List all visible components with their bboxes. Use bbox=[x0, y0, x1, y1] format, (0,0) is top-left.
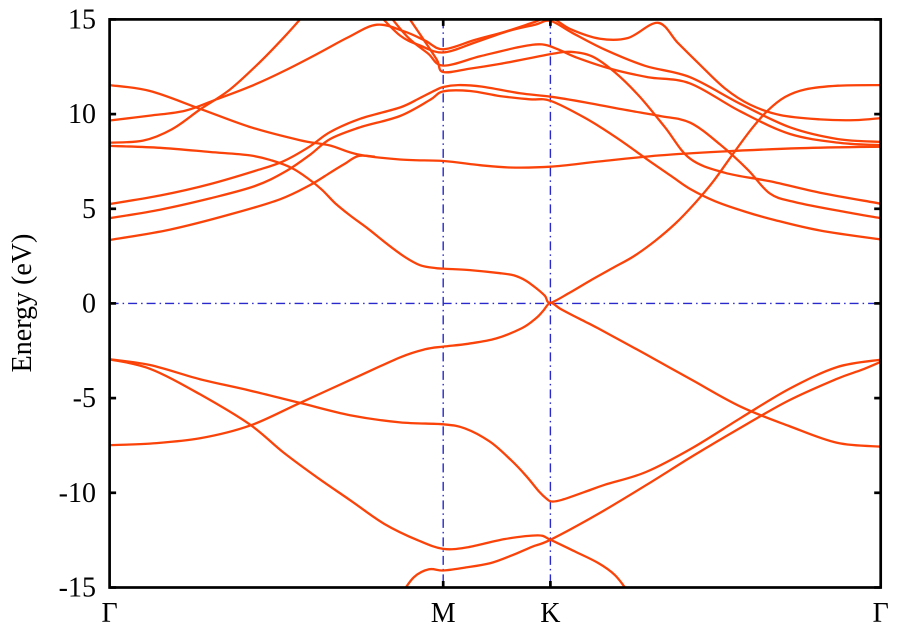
svg-text:Γ: Γ bbox=[102, 598, 118, 629]
svg-text:K: K bbox=[540, 598, 560, 629]
svg-text:-5: -5 bbox=[73, 383, 96, 414]
svg-text:Γ: Γ bbox=[873, 598, 889, 629]
svg-text:M: M bbox=[431, 598, 456, 629]
svg-text:-10: -10 bbox=[59, 478, 96, 509]
svg-text:-15: -15 bbox=[59, 573, 96, 604]
svg-text:15: 15 bbox=[68, 4, 96, 35]
svg-text:5: 5 bbox=[82, 194, 96, 225]
svg-text:Energy (eV): Energy (eV) bbox=[7, 234, 38, 373]
svg-text:10: 10 bbox=[68, 99, 96, 130]
svg-text:0: 0 bbox=[82, 288, 96, 319]
